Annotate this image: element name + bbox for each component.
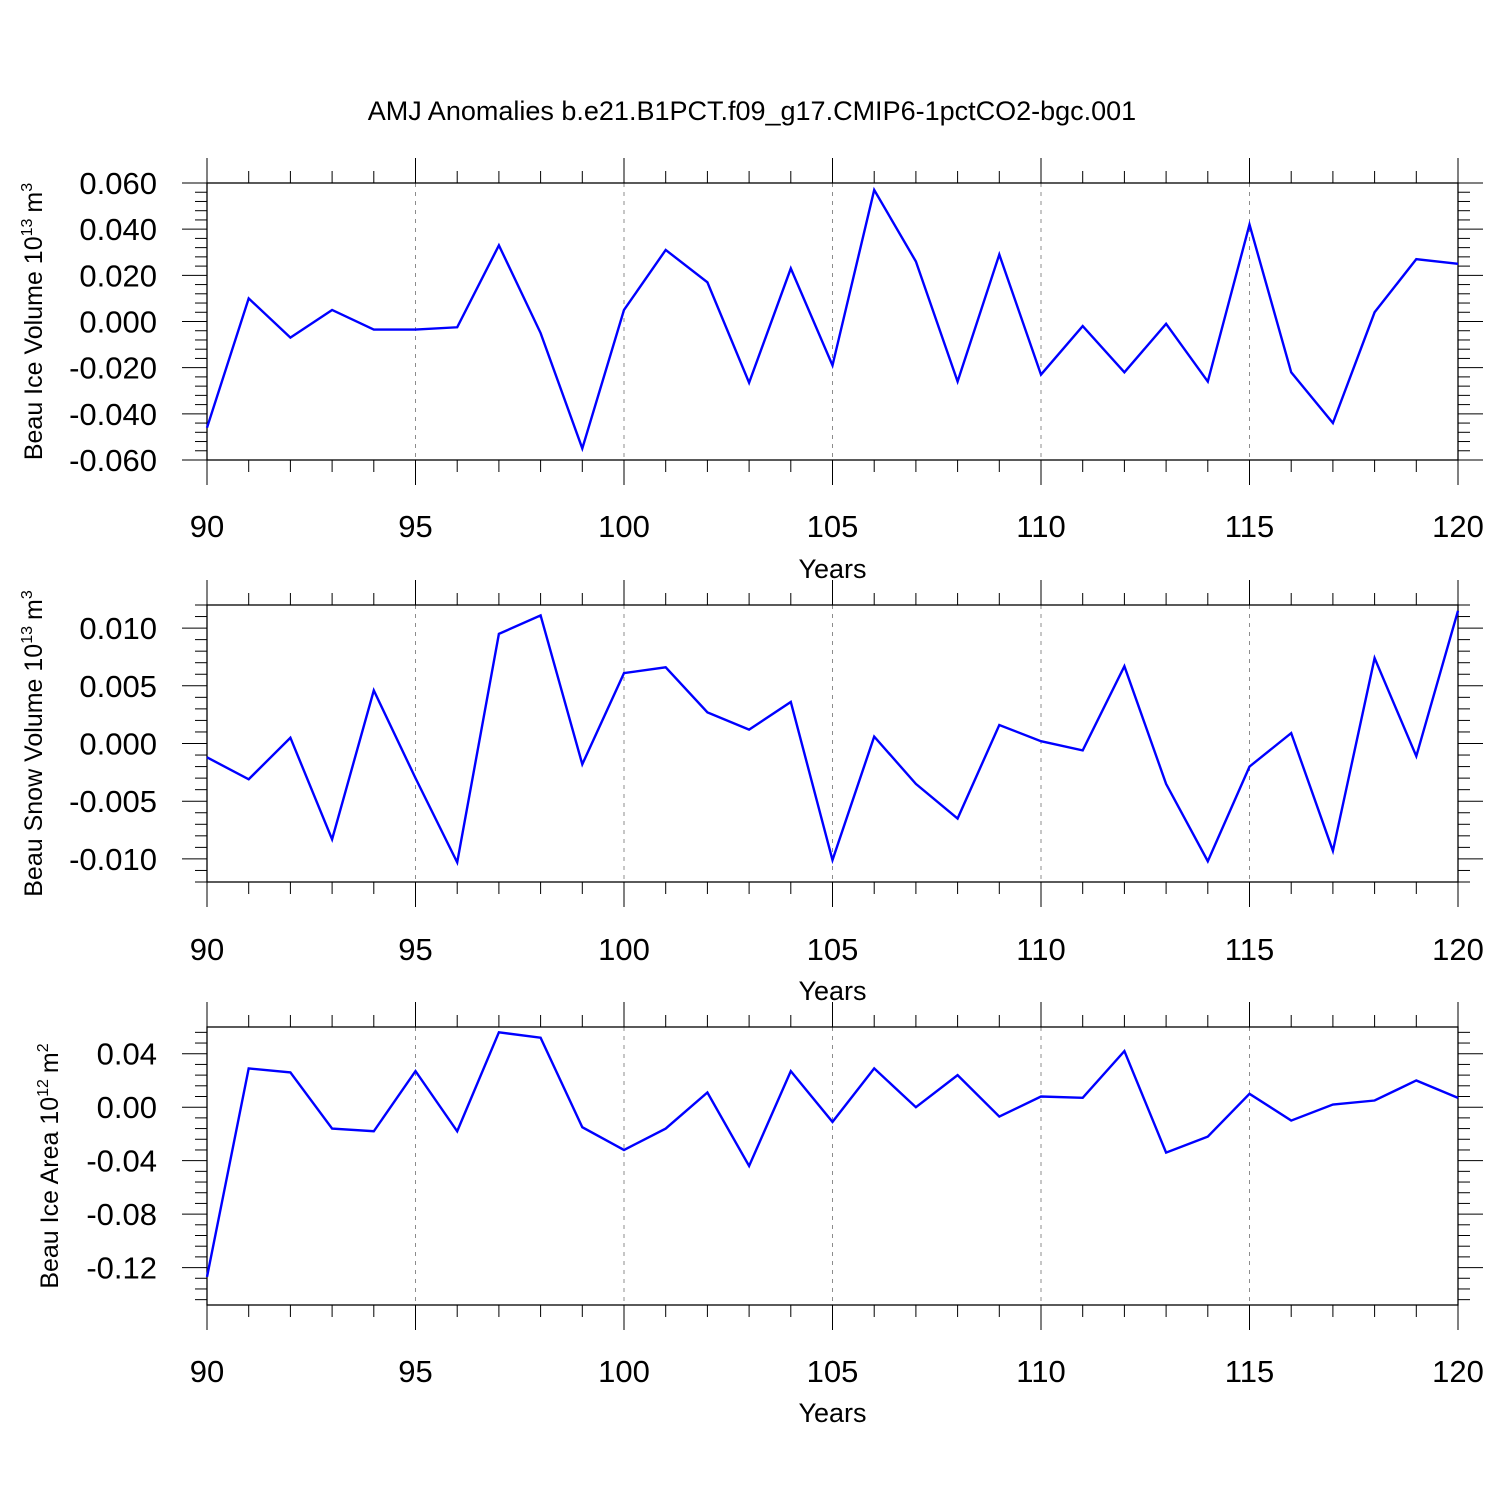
x-axis-label: Years — [798, 976, 866, 1006]
chart-title: AMJ Anomalies b.e21.B1PCT.f09_g17.CMIP6-… — [368, 96, 1136, 126]
y-axis-label: Beau Ice Area 1012m2 — [35, 1043, 64, 1288]
x-tick-label: 115 — [1225, 509, 1274, 544]
y-tick-label: -0.04 — [86, 1144, 157, 1179]
x-tick-label: 110 — [1016, 1354, 1065, 1389]
y-tick-label: 0.000 — [79, 727, 157, 762]
y-tick-label: 0.060 — [79, 166, 157, 201]
y-tick-label: 0.04 — [97, 1037, 157, 1072]
x-tick-label: 95 — [398, 1354, 432, 1389]
x-tick-label: 100 — [598, 509, 650, 544]
panel-2: -0.010 -0.005 0.000 0.005 0.010 90 95 100 105 110… — [19, 580, 1484, 1006]
x-tick-label: 105 — [807, 509, 859, 544]
y-tick-label: -0.08 — [86, 1197, 157, 1232]
x-axis-label: Years — [798, 1398, 866, 1428]
y-tick-label: -0.040 — [69, 397, 157, 432]
x-tick-label: 110 — [1016, 932, 1065, 967]
x-tick-label: 105 — [807, 932, 859, 967]
x-tick-label: 90 — [190, 509, 224, 544]
y-tick-label: -0.060 — [69, 443, 157, 478]
x-tick-label: 100 — [598, 932, 650, 967]
y-axis-label: Beau Ice Volume 1013m3 — [19, 183, 48, 460]
x-axis-label: Years — [798, 554, 866, 584]
x-tick-label: 95 — [398, 932, 432, 967]
x-tick-label: 115 — [1225, 932, 1274, 967]
panel-3: -0.12 -0.08 -0.04 0.00 0.04 90 95 100 105 110 115 1… — [35, 1002, 1484, 1428]
y-axis-label: Beau Snow Volume 1013m3 — [19, 590, 48, 897]
panels: -0.060 -0.040 -0.020 0.000 0.020 0.040 0.060 90… — [19, 158, 1484, 1428]
y-tick-label: 0.000 — [79, 305, 157, 340]
y-tick-label: 0.040 — [79, 212, 157, 247]
panel-1: -0.060 -0.040 -0.020 0.000 0.020 0.040 0.060 90… — [19, 158, 1484, 584]
y-tick-label: -0.010 — [69, 842, 157, 877]
y-tick-label: -0.12 — [86, 1251, 157, 1286]
x-tick-label: 120 — [1432, 932, 1484, 967]
x-tick-label: 120 — [1432, 509, 1484, 544]
x-tick-label: 90 — [190, 1354, 224, 1389]
x-tick-label: 95 — [398, 509, 432, 544]
x-tick-label: 105 — [807, 1354, 859, 1389]
x-tick-label: 120 — [1432, 1354, 1484, 1389]
x-tick-label: 90 — [190, 932, 224, 967]
x-tick-label: 115 — [1225, 1354, 1274, 1389]
x-tick-label: 100 — [598, 1354, 650, 1389]
y-tick-label: 0.010 — [79, 611, 157, 646]
y-tick-label: -0.020 — [69, 351, 157, 386]
y-tick-label: 0.005 — [79, 669, 157, 704]
y-tick-label: 0.00 — [97, 1090, 157, 1125]
y-tick-label: -0.005 — [69, 784, 157, 819]
y-tick-label: 0.020 — [79, 258, 157, 293]
x-tick-label: 110 — [1016, 509, 1065, 544]
